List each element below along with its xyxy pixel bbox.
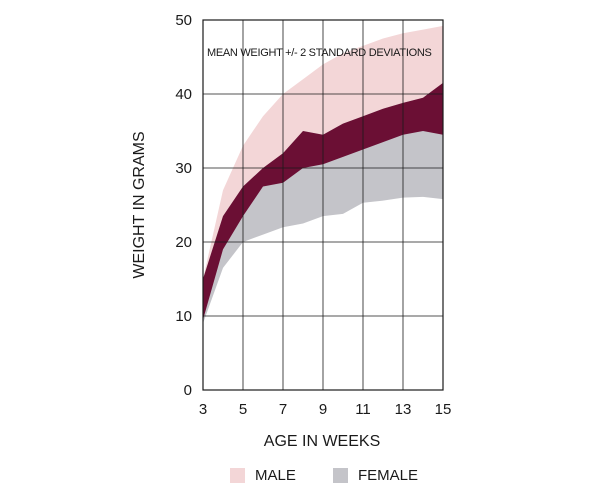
y-tick-label: 10 xyxy=(175,308,192,325)
plot-frame xyxy=(202,19,444,391)
x-tick-label: 11 xyxy=(355,401,371,418)
x-tick-label: 9 xyxy=(319,401,327,418)
y-tick-label: 50 xyxy=(175,12,192,29)
y-tick-label: 20 xyxy=(175,234,192,251)
y-tick-labels: 0 10 20 30 40 50 xyxy=(175,12,192,399)
legend: MALE FEMALE xyxy=(0,464,605,486)
legend-swatch-male xyxy=(230,467,245,483)
legend-label-male: MALE xyxy=(255,466,296,484)
plot-border xyxy=(202,19,444,391)
legend-item-female: FEMALE xyxy=(333,464,418,486)
x-tick-label: 13 xyxy=(395,401,412,418)
y-tick-label: 0 xyxy=(184,382,192,399)
chart-annotation: MEAN WEIGHT +/- 2 STANDARD DEVIATIONS xyxy=(207,47,432,59)
legend-label-female: FEMALE xyxy=(358,466,419,484)
x-tick-label: 15 xyxy=(435,401,452,418)
legend-item-male: MALE xyxy=(230,464,296,486)
grid-lines xyxy=(203,20,443,390)
x-tick-labels: 3 5 7 9 11 13 15 xyxy=(199,401,452,418)
x-tick-label: 3 xyxy=(199,401,207,418)
x-axis-title: AGE IN WEEKS xyxy=(264,433,380,450)
x-tick-label: 7 xyxy=(279,401,287,418)
y-axis-title: WEIGHT IN GRAMS xyxy=(131,131,148,278)
y-tick-label: 40 xyxy=(175,86,192,103)
legend-swatch-female xyxy=(333,467,348,483)
y-tick-label: 30 xyxy=(175,160,192,177)
male-band xyxy=(203,25,443,320)
x-tick-label: 5 xyxy=(239,401,247,418)
